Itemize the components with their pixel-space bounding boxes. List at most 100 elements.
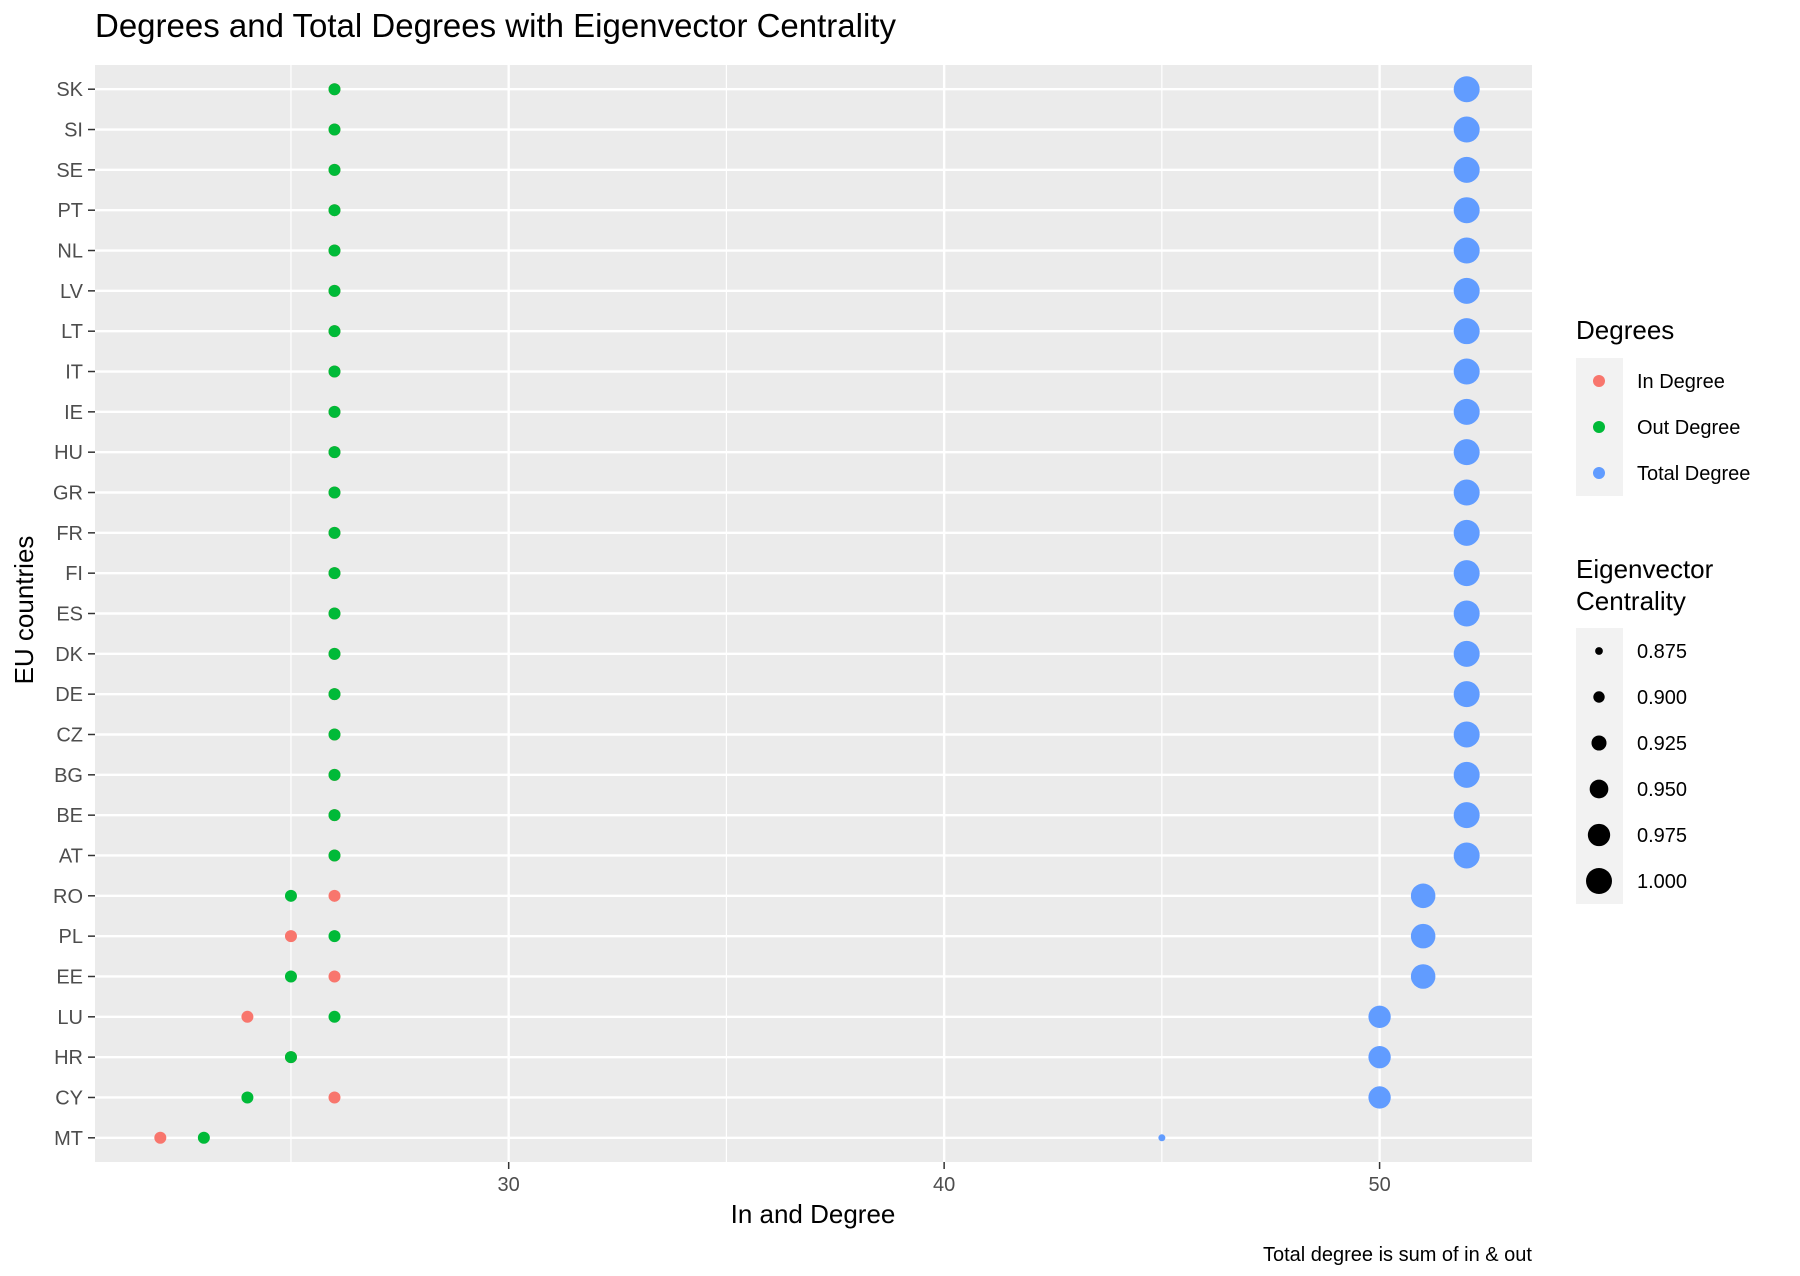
point-in-degree-ee: [328, 970, 341, 983]
legend-eigenvector-key: [1595, 647, 1603, 655]
y-tick-label: LV: [60, 281, 84, 303]
point-total-degree-cz: [1453, 721, 1480, 748]
point-out-degree-hu: [328, 446, 341, 459]
legend-eigenvector-title-line1: Eigenvector: [1576, 554, 1714, 584]
point-in-degree-mt: [154, 1131, 167, 1144]
point-total-degree-at: [1453, 842, 1480, 869]
legend-eigenvector: Eigenvector Centrality 0.875 0.900 0.925 0.…: [1576, 554, 1714, 904]
point-out-degree-ee: [284, 970, 297, 983]
legend-degrees-label: In Degree: [1637, 371, 1725, 393]
legend-eigenvector-key: [1589, 779, 1609, 799]
y-tick-label: EE: [56, 966, 83, 988]
point-out-degree-bg: [328, 768, 341, 781]
legend-eigenvector-label: 0.975: [1637, 825, 1687, 847]
point-total-degree-ie: [1453, 398, 1480, 425]
point-out-degree-de: [328, 688, 341, 701]
y-tick-label: LU: [57, 1007, 83, 1029]
y-tick-label: IT: [65, 362, 83, 384]
point-out-degree-hr: [284, 1051, 297, 1064]
y-tick-label: NL: [57, 241, 83, 263]
caption: Total degree is sum of in & out: [1263, 1244, 1532, 1266]
y-tick-label: LT: [61, 321, 83, 343]
legend-eigenvector-title-line2: Centrality: [1576, 586, 1686, 616]
point-out-degree-gr: [328, 486, 341, 499]
y-tick-label: DK: [55, 644, 83, 666]
x-axis: 30 40 50: [498, 1162, 1391, 1196]
point-total-degree-nl: [1453, 237, 1480, 264]
y-axis-title: EU countries: [9, 536, 39, 685]
point-total-degree-cy: [1368, 1086, 1391, 1109]
point-total-degree-bg: [1453, 761, 1480, 788]
point-total-degree-it: [1453, 358, 1480, 385]
legend-eigenvector-label: 0.875: [1637, 641, 1687, 663]
point-out-degree-nl: [328, 244, 341, 257]
x-tick-label: 40: [933, 1174, 955, 1196]
point-out-degree-it: [328, 365, 341, 378]
point-out-degree-se: [328, 163, 341, 176]
legend-degrees-label: Total Degree: [1637, 463, 1750, 485]
point-total-degree-gr: [1453, 479, 1480, 506]
y-axis: MT CY HR LU EE PL RO AT BE BG CZ DE DK ES FI FR GR HU IE IT…: [53, 79, 95, 1150]
point-in-degree-ro: [328, 889, 341, 902]
y-tick-label: ES: [56, 604, 83, 626]
point-out-degree-cz: [328, 728, 341, 741]
y-tick-label: AT: [59, 845, 83, 867]
point-total-degree-sk: [1453, 76, 1480, 103]
y-tick-label: BE: [56, 805, 83, 827]
y-tick-label: PL: [59, 926, 83, 948]
point-out-degree-fi: [328, 567, 341, 580]
point-total-degree-se: [1453, 156, 1480, 183]
point-total-degree-ee: [1410, 964, 1436, 989]
y-tick-label: HU: [54, 442, 83, 464]
point-total-degree-de: [1453, 681, 1480, 708]
legend-degrees: Degrees In Degree Out Degree Total Degree: [1576, 315, 1750, 496]
point-total-degree-es: [1453, 600, 1480, 627]
y-tick-label: CY: [55, 1087, 83, 1109]
y-tick-label: HR: [54, 1047, 83, 1069]
y-tick-label: FI: [65, 563, 83, 585]
point-out-degree-lt: [328, 325, 341, 338]
y-tick-label: DE: [55, 684, 83, 706]
y-tick-label: PT: [57, 200, 83, 222]
legend-eigenvector-label: 0.900: [1637, 687, 1687, 709]
legend-eigenvector-key: [1587, 823, 1611, 847]
point-in-degree-lu: [241, 1010, 254, 1023]
point-out-degree-lu: [328, 1010, 341, 1023]
point-total-degree-lt: [1453, 318, 1480, 345]
point-total-degree-ro: [1410, 883, 1436, 909]
point-total-degree-be: [1453, 802, 1480, 829]
y-tick-label: BG: [54, 765, 83, 787]
y-tick-label: IE: [64, 402, 83, 424]
y-tick-label: CZ: [56, 724, 83, 746]
point-total-degree-lv: [1453, 277, 1480, 304]
x-axis-title: In and Degree: [731, 1199, 896, 1229]
point-out-degree-fr: [328, 526, 341, 539]
legend-eigenvector-label: 0.925: [1637, 733, 1687, 755]
point-in-degree-cy: [328, 1091, 341, 1104]
point-out-degree-pl: [328, 930, 341, 943]
point-out-degree-pt: [328, 204, 341, 217]
chart-title: Degrees and Total Degrees with Eigenvect…: [95, 7, 896, 44]
point-total-degree-lu: [1368, 1005, 1391, 1028]
legend-degrees-label: Out Degree: [1637, 417, 1740, 439]
point-out-degree-dk: [328, 647, 341, 660]
legend-eigenvector-label: 1.000: [1637, 871, 1687, 893]
point-total-degree-dk: [1453, 640, 1480, 667]
point-total-degree-hu: [1453, 439, 1480, 466]
points: [154, 76, 1480, 1144]
point-total-degree-pl: [1410, 923, 1436, 949]
point-out-degree-at: [328, 849, 341, 862]
point-total-degree-fr: [1453, 519, 1480, 546]
point-out-degree-ie: [328, 405, 341, 418]
y-tick-label: SK: [56, 79, 83, 101]
point-total-degree-pt: [1453, 197, 1480, 224]
point-out-degree-sk: [328, 83, 341, 96]
legend-degrees-title: Degrees: [1576, 315, 1674, 345]
point-out-degree-cy: [241, 1091, 254, 1104]
y-tick-label: SE: [56, 160, 83, 182]
legend-eigenvector-key: [1591, 735, 1607, 751]
x-tick-label: 30: [498, 1174, 520, 1196]
y-tick-label: GR: [53, 483, 83, 505]
point-total-degree-si: [1453, 116, 1480, 143]
